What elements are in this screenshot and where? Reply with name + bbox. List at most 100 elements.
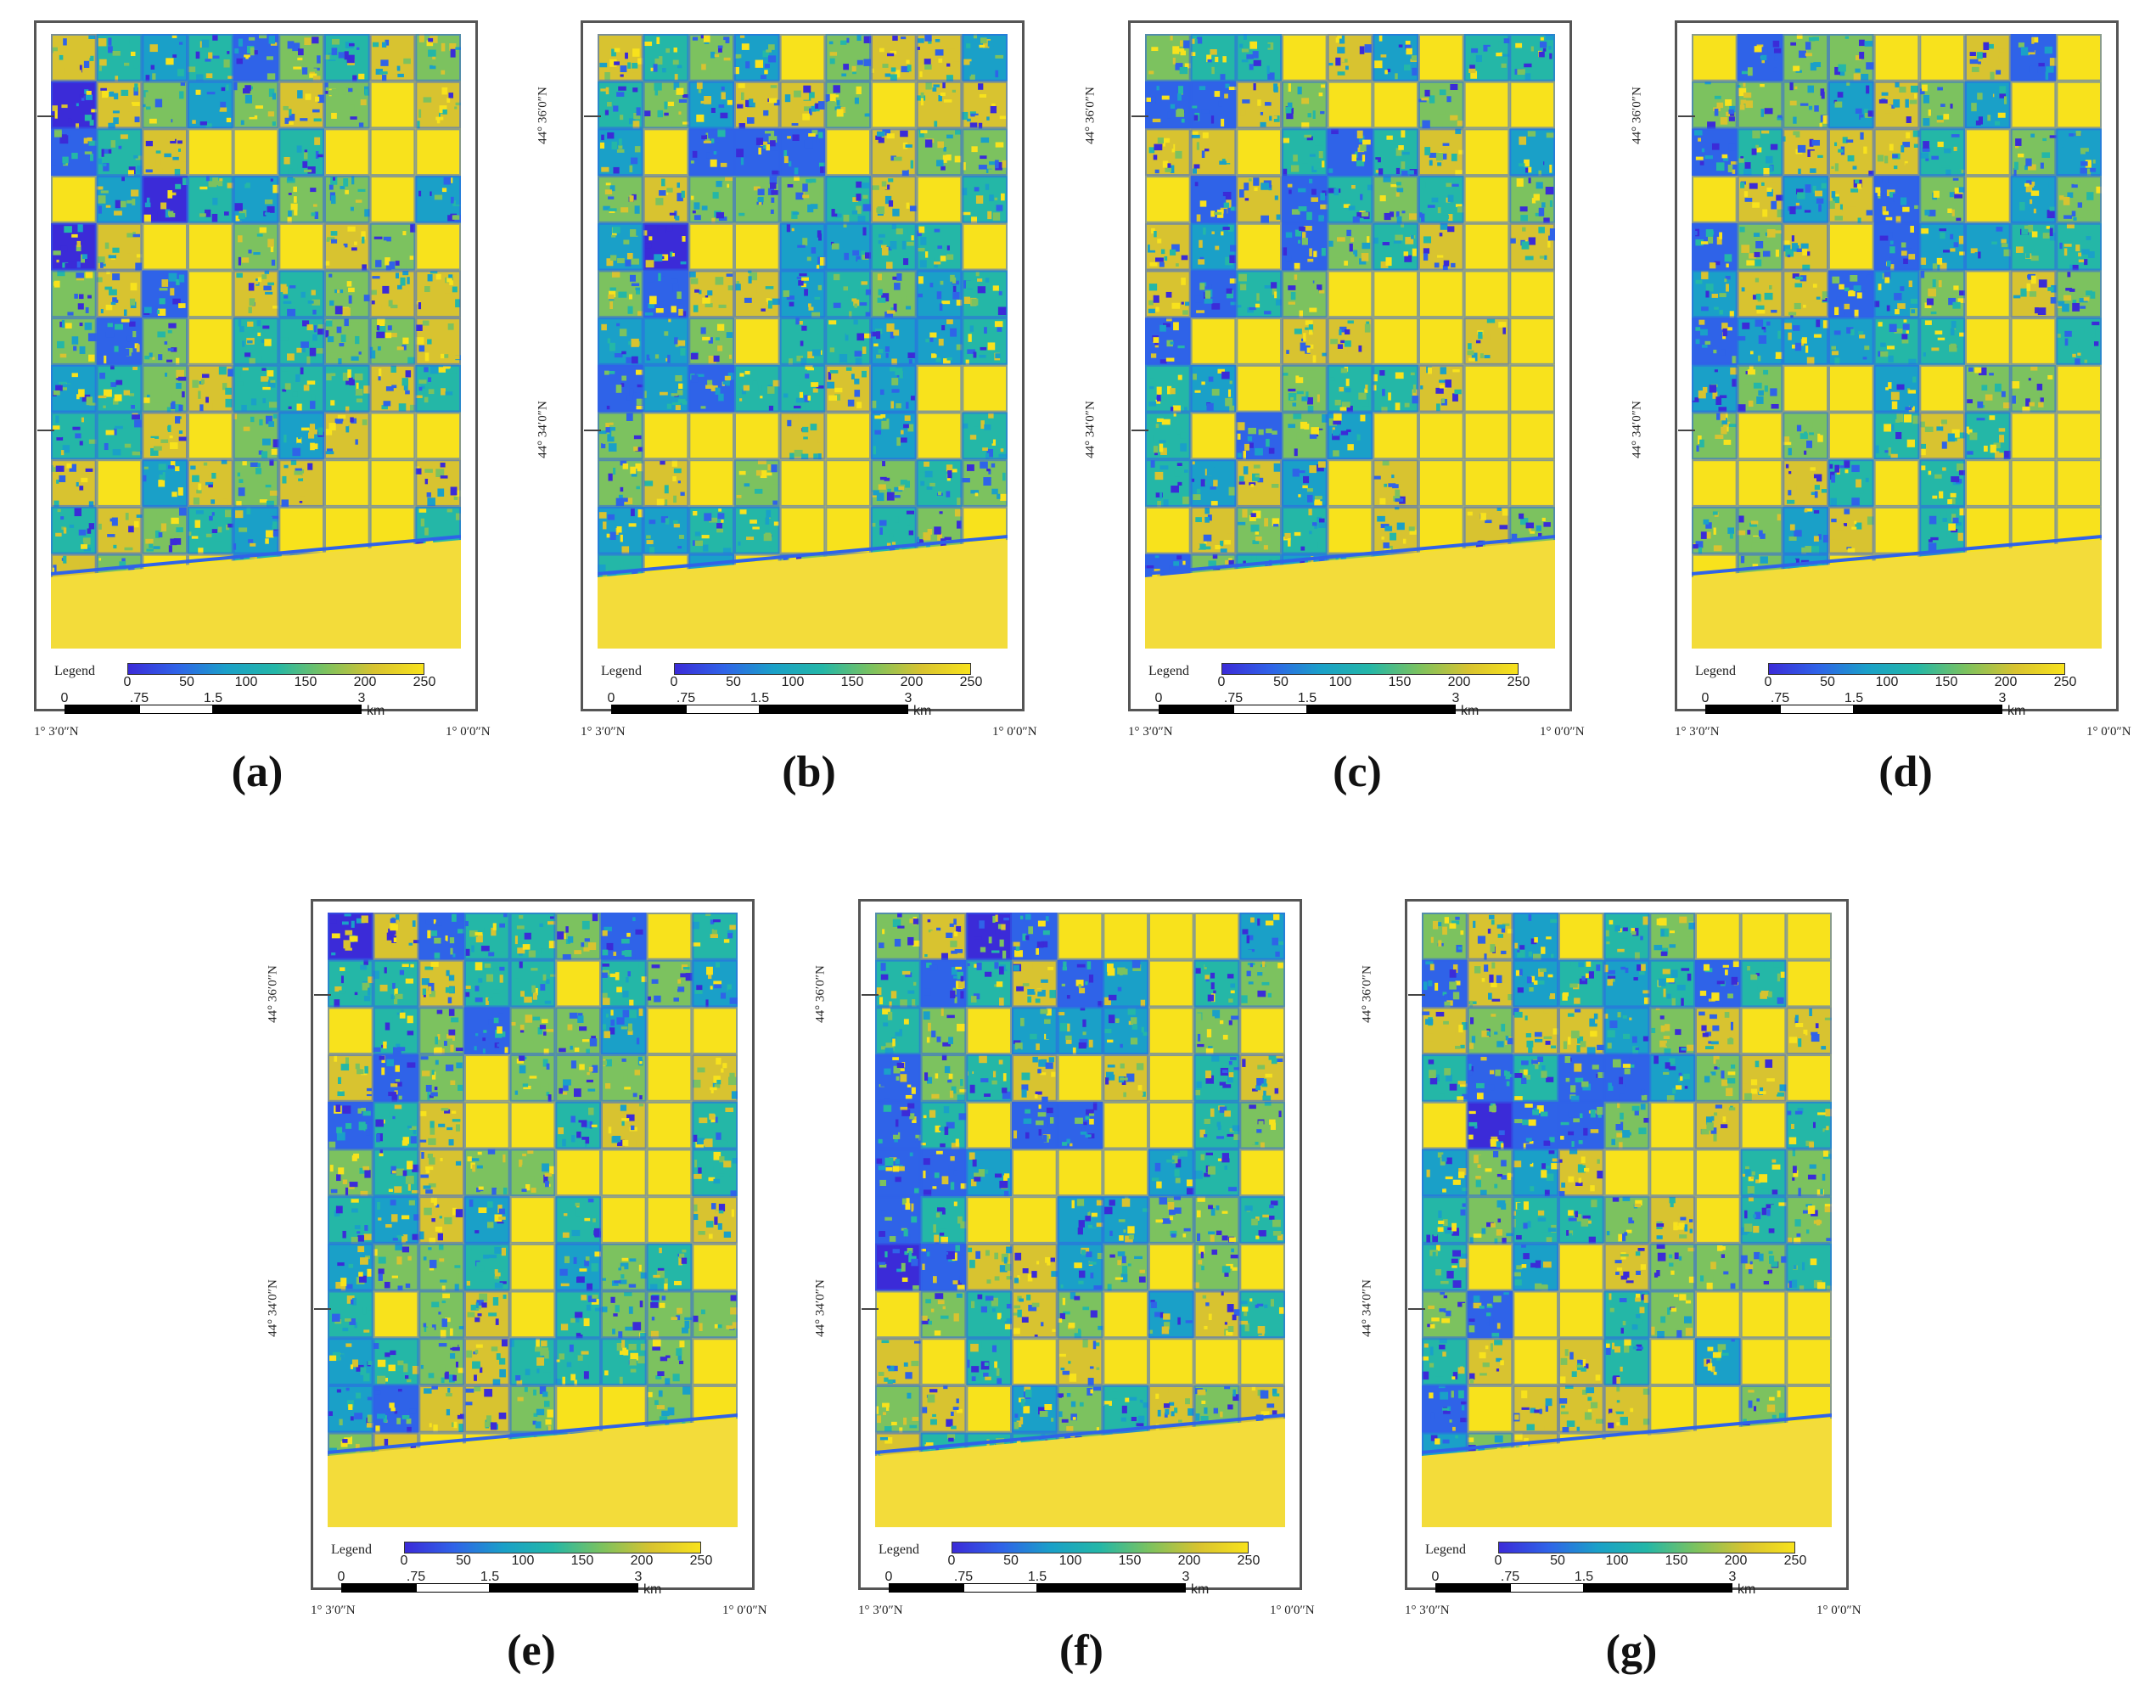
pixel-speckle (110, 140, 115, 148)
pixel-speckle (175, 404, 182, 413)
pixel-speckle (873, 343, 879, 347)
pixel-speckle (1752, 295, 1760, 300)
pixel-speckle (76, 261, 81, 268)
pixel-speckle (2024, 165, 2029, 171)
pixel-speckle (309, 429, 317, 435)
pixel-speckle (718, 304, 727, 308)
pixel-speckle (154, 167, 163, 176)
pixel-speckle (613, 166, 620, 174)
pixel-speckle (783, 393, 789, 398)
pixel-speckle (165, 373, 168, 377)
pixel-speckle (1155, 492, 1163, 498)
pixel-speckle (900, 130, 908, 138)
pixel-speckle (395, 261, 400, 266)
pixel-speckle (76, 481, 79, 487)
pixel-speckle (609, 342, 615, 351)
pixel-speckle (86, 396, 93, 406)
pixel-speckle (1420, 385, 1423, 390)
pixel-speckle (1222, 56, 1227, 63)
pixel-speckle (2027, 164, 2036, 171)
parcel-boundary (1873, 176, 1920, 223)
pixel-speckle (1455, 128, 1462, 134)
pixel-speckle (1184, 407, 1187, 411)
pixel-speckle (1431, 167, 1440, 174)
pixel-speckle (1356, 434, 1361, 441)
pixel-speckle (1264, 462, 1272, 467)
pixel-speckle (889, 533, 894, 537)
pixel-speckle (2031, 37, 2035, 44)
pixel-speckle (839, 354, 848, 363)
pixel-speckle (217, 180, 223, 187)
pixel-speckle (890, 367, 896, 372)
pixel-speckle (171, 517, 179, 525)
pixel-speckle (934, 257, 940, 264)
pixel-speckle (115, 379, 123, 385)
pixel-speckle (671, 121, 677, 127)
pixel-speckle (728, 354, 732, 359)
pixel-speckle (267, 239, 274, 248)
pixel-speckle (397, 284, 402, 289)
pixel-speckle (1403, 65, 1411, 70)
pixel-speckle (1469, 65, 1475, 70)
pixel-speckle (1847, 155, 1855, 162)
pixel-speckle (900, 480, 907, 485)
pixel-speckle (1755, 144, 1760, 149)
pixel-speckle (1525, 522, 1535, 529)
pixel-speckle (175, 183, 182, 189)
pixel-speckle (662, 68, 666, 73)
pixel-speckle (760, 396, 763, 399)
pixel-speckle (757, 188, 765, 196)
pixel-speckle (995, 142, 1004, 148)
pixel-speckle (1391, 475, 1395, 479)
pixel-speckle (53, 289, 61, 294)
pixel-speckle (227, 183, 236, 188)
pixel-speckle (418, 526, 427, 535)
pixel-speckle (1747, 225, 1756, 233)
pixel-speckle (877, 297, 886, 303)
parcel-boundary (734, 270, 780, 318)
pixel-speckle (845, 367, 852, 371)
pixel-speckle (127, 104, 132, 112)
parcel-boundary (1373, 317, 1419, 365)
pixel-speckle (902, 142, 908, 149)
pixel-speckle (53, 474, 57, 479)
pixel-speckle (1202, 546, 1211, 550)
pixel-speckle (269, 459, 274, 466)
pixel-speckle (400, 290, 409, 294)
pixel-speckle (874, 430, 882, 435)
pixel-speckle (920, 129, 928, 134)
pixel-speckle (1229, 405, 1235, 413)
pixel-speckle (1700, 241, 1709, 244)
pixel-speckle (1725, 99, 1732, 106)
pixel-speckle (1240, 110, 1246, 116)
pixel-speckle (176, 369, 185, 379)
pixel-speckle (2046, 226, 2050, 229)
pixel-speckle (1253, 177, 1260, 186)
pixel-speckle (789, 258, 794, 266)
field-parcel (2056, 81, 2102, 129)
pixel-speckle (1177, 481, 1182, 486)
pixel-speckle (1950, 233, 1954, 239)
pixel-speckle (996, 205, 1003, 211)
pixel-speckle (764, 131, 773, 134)
pixel-speckle (2013, 295, 2021, 299)
raster-map (1692, 34, 2102, 649)
pixel-speckle (1221, 371, 1230, 379)
pixel-speckle (773, 480, 781, 485)
pixel-speckle (385, 265, 392, 272)
pixel-speckle (1410, 372, 1415, 376)
pixel-speckle (1299, 370, 1305, 378)
pixel-speckle (1322, 160, 1325, 168)
pixel-speckle (269, 490, 278, 496)
pixel-speckle (1165, 291, 1172, 298)
pixel-speckle (1302, 485, 1308, 489)
parcel-boundary (916, 270, 963, 318)
pixel-speckle (880, 272, 887, 280)
pixel-speckle (57, 270, 65, 277)
pixel-speckle (631, 70, 638, 73)
pixel-speckle (671, 252, 675, 257)
pixel-speckle (1381, 407, 1388, 413)
field-parcel (779, 459, 826, 508)
pixel-speckle (375, 69, 383, 75)
pixel-speckle (239, 326, 244, 333)
